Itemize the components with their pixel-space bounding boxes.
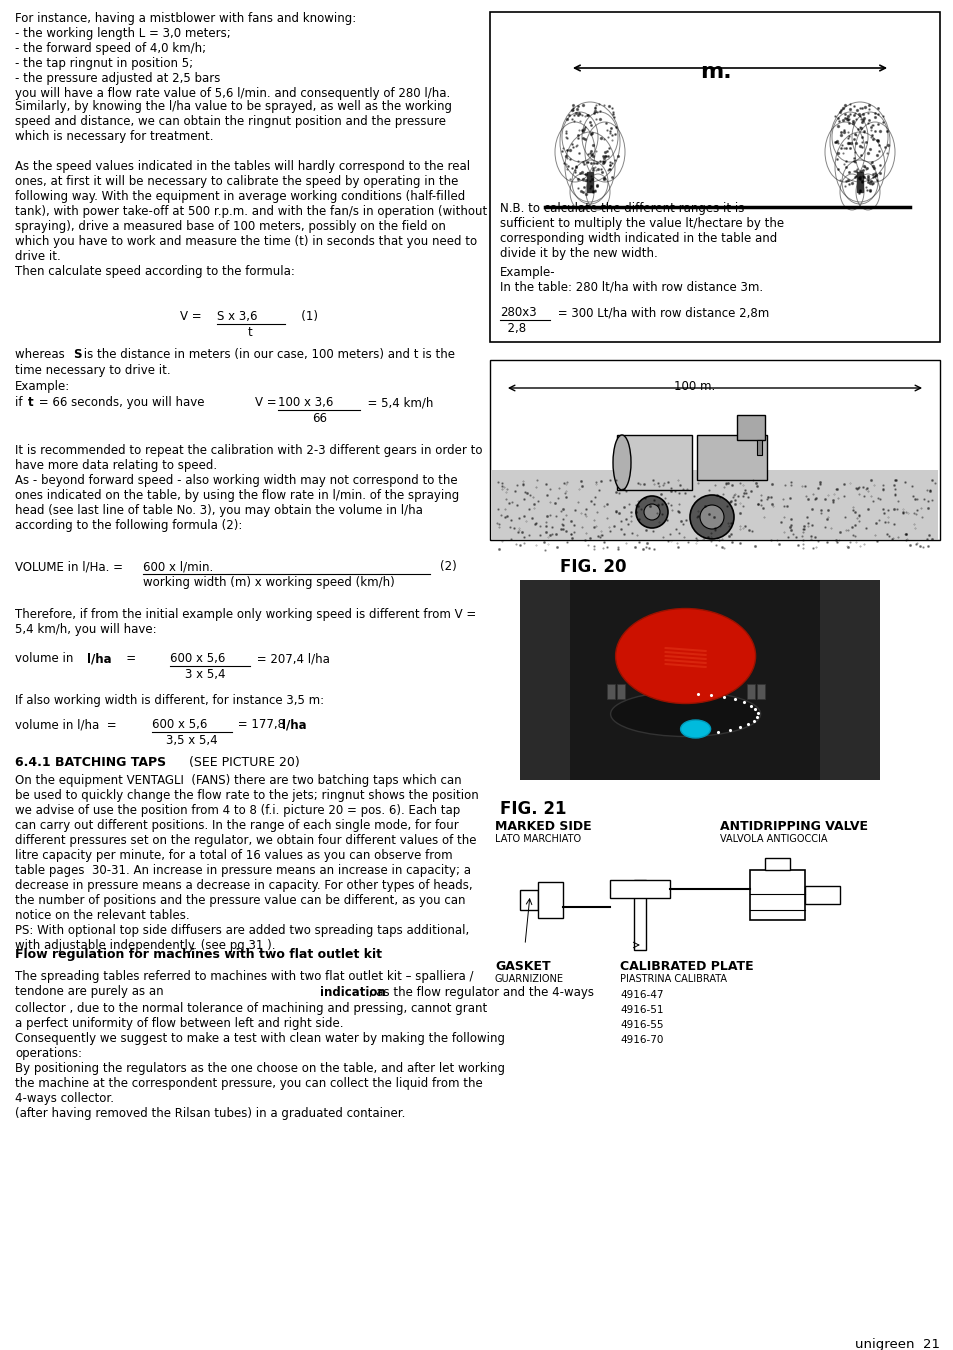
Bar <box>519 580 569 780</box>
Bar <box>616 684 624 699</box>
Ellipse shape <box>615 609 755 703</box>
Text: if: if <box>15 396 27 409</box>
Text: Example-: Example- <box>499 266 555 279</box>
Text: volume in l/ha  =: volume in l/ha = <box>15 718 124 730</box>
Bar <box>519 890 537 910</box>
Text: In the table: 280 lt/ha with row distance 3m.: In the table: 280 lt/ha with row distanc… <box>499 279 762 293</box>
Bar <box>856 171 862 192</box>
Bar <box>820 580 879 780</box>
Bar <box>586 171 593 192</box>
Text: working width (m) x working speed (km/h): working width (m) x working speed (km/h) <box>143 576 395 589</box>
Bar <box>537 882 562 918</box>
Text: 100 x 3,6: 100 x 3,6 <box>277 396 333 409</box>
Text: 4916-51: 4916-51 <box>619 1004 662 1015</box>
Text: Therefore, if from the initial example only working speed is different from V =
: Therefore, if from the initial example o… <box>15 608 476 636</box>
Text: MARKED SIDE: MARKED SIDE <box>495 819 591 833</box>
Text: m.: m. <box>700 62 731 82</box>
Text: On the equipment VENTAGLI  (FANS) there are two batching taps which can
be used : On the equipment VENTAGLI (FANS) there a… <box>15 774 478 952</box>
Text: indication: indication <box>319 986 385 999</box>
Text: S x 3,6: S x 3,6 <box>216 310 257 323</box>
Text: 3,5 x 5,4: 3,5 x 5,4 <box>166 734 217 747</box>
Text: = 207,4 l/ha: = 207,4 l/ha <box>253 652 330 666</box>
Text: time necessary to drive it.: time necessary to drive it. <box>15 364 171 377</box>
Bar <box>490 12 939 342</box>
Text: collector , due to the normal tolerance of machining and pressing, cannot grant
: collector , due to the normal tolerance … <box>15 1002 504 1120</box>
Text: is the distance in meters (in our case, 100 meters) and t is the: is the distance in meters (in our case, … <box>80 348 455 360</box>
Text: , as the flow regulator and the 4-ways: , as the flow regulator and the 4-ways <box>365 986 594 999</box>
Bar <box>609 880 669 898</box>
Text: V =: V = <box>180 310 205 323</box>
Text: whereas: whereas <box>15 348 69 360</box>
Text: 3 x 5,4: 3 x 5,4 <box>185 668 225 680</box>
Text: 600 x 5,6: 600 x 5,6 <box>152 718 207 730</box>
Text: =: = <box>115 652 144 666</box>
Text: ANTIDRIPPING VALVE: ANTIDRIPPING VALVE <box>720 819 867 833</box>
Circle shape <box>689 495 733 539</box>
Bar <box>804 886 840 904</box>
Text: Similarly, by knowing the l/ha value to be sprayed, as well as the working
speed: Similarly, by knowing the l/ha value to … <box>15 100 452 143</box>
Bar <box>606 684 614 699</box>
Circle shape <box>643 504 659 520</box>
Text: Example:: Example: <box>15 379 71 393</box>
Text: 4916-47: 4916-47 <box>619 990 662 1000</box>
Bar <box>757 440 761 455</box>
Text: LATO MARCHIATO: LATO MARCHIATO <box>495 834 580 844</box>
Text: (2): (2) <box>439 560 456 572</box>
Text: l/ha: l/ha <box>87 652 112 666</box>
Ellipse shape <box>613 435 630 490</box>
Text: = 300 Lt/ha with row distance 2,8m: = 300 Lt/ha with row distance 2,8m <box>554 306 768 319</box>
Text: = 5,4 km/h: = 5,4 km/h <box>359 396 433 409</box>
Text: = 66 seconds, you will have: = 66 seconds, you will have <box>35 396 204 409</box>
Bar <box>617 435 691 490</box>
Bar <box>697 435 766 481</box>
Text: 600 x l/min.: 600 x l/min. <box>143 560 213 572</box>
Text: 4916-55: 4916-55 <box>619 1021 662 1030</box>
Text: VALVOLA ANTIGOCCIA: VALVOLA ANTIGOCCIA <box>720 834 826 844</box>
Text: t: t <box>248 325 253 339</box>
Bar <box>519 580 879 780</box>
Bar <box>737 414 764 440</box>
Text: = 177,8: = 177,8 <box>233 718 289 730</box>
Text: (1): (1) <box>290 310 317 323</box>
Text: GASKET: GASKET <box>495 960 550 973</box>
Text: l/ha: l/ha <box>282 718 306 730</box>
Bar <box>756 684 763 699</box>
Text: 6.4.1 BATCHING TAPS: 6.4.1 BATCHING TAPS <box>15 756 166 770</box>
Text: CALIBRATED PLATE: CALIBRATED PLATE <box>619 960 753 973</box>
Bar <box>764 859 789 869</box>
Text: GUARNIZIONE: GUARNIZIONE <box>495 973 563 984</box>
Text: V =: V = <box>254 396 280 409</box>
Text: 4916-70: 4916-70 <box>619 1035 662 1045</box>
Text: N.B. to calculate the different ranges it is
sufficient to multiply the value lt: N.B. to calculate the different ranges i… <box>499 202 783 261</box>
Bar <box>749 869 804 919</box>
Ellipse shape <box>679 720 710 738</box>
Text: 66: 66 <box>312 412 327 425</box>
Ellipse shape <box>610 691 760 737</box>
Text: VOLUME in l/Ha. =: VOLUME in l/Ha. = <box>15 560 127 572</box>
Bar <box>492 470 937 540</box>
Circle shape <box>700 505 723 529</box>
Circle shape <box>636 495 667 528</box>
Bar <box>490 360 939 540</box>
Text: Flow regulation for machines with two flat outlet kit: Flow regulation for machines with two fl… <box>15 948 381 961</box>
Text: The spreading tables referred to machines with two flat outlet kit – spalliera /: The spreading tables referred to machine… <box>15 971 473 998</box>
Text: FIG. 20: FIG. 20 <box>559 558 626 576</box>
Text: FIG. 21: FIG. 21 <box>499 801 566 818</box>
Text: 100 m.: 100 m. <box>674 379 715 393</box>
Text: For instance, having a mistblower with fans and knowing:
- the working length L : For instance, having a mistblower with f… <box>15 12 450 100</box>
Bar <box>634 880 645 950</box>
Text: If also working width is different, for instance 3,5 m:: If also working width is different, for … <box>15 694 324 707</box>
Text: As the speed values indicated in the tables will hardly correspond to the real
o: As the speed values indicated in the tab… <box>15 161 487 278</box>
Bar <box>746 684 754 699</box>
Text: unigreen  21: unigreen 21 <box>854 1338 939 1350</box>
Text: t: t <box>28 396 33 409</box>
Text: volume in: volume in <box>15 652 77 666</box>
Text: 600 x 5,6: 600 x 5,6 <box>170 652 225 666</box>
Text: 2,8: 2,8 <box>499 323 525 335</box>
Text: It is recommended to repeat the calibration with 2-3 different gears in order to: It is recommended to repeat the calibrat… <box>15 444 482 532</box>
Text: 280x3: 280x3 <box>499 306 536 319</box>
Text: PIASTRINA CALIBRATA: PIASTRINA CALIBRATA <box>619 973 726 984</box>
Text: S: S <box>73 348 81 360</box>
Text: (SEE PICTURE 20): (SEE PICTURE 20) <box>185 756 299 770</box>
